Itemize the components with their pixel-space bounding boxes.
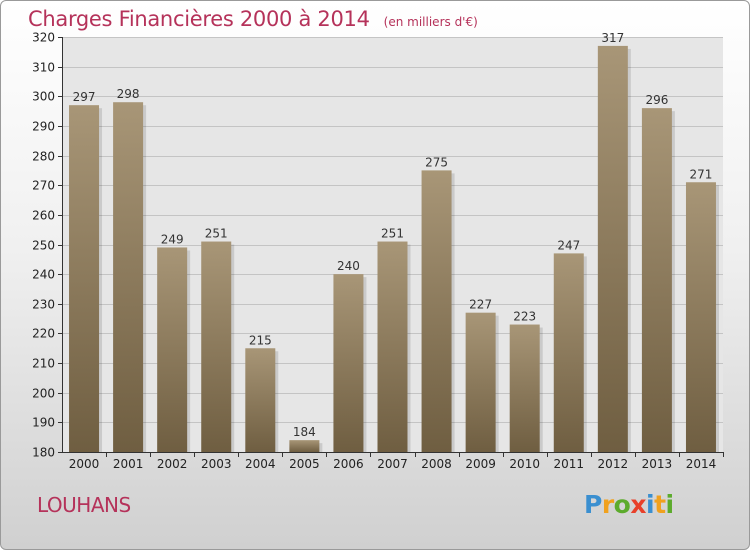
data-label: 317 (601, 31, 624, 45)
data-label: 298 (117, 87, 140, 101)
x-tick-label: 2010 (509, 457, 540, 471)
x-tick-label: 2012 (598, 457, 629, 471)
axes: 180 190 200 210 220 230 240 250 260 270 280 290 300 3… (32, 31, 724, 471)
data-label: 223 (513, 310, 536, 324)
data-label: 215 (249, 333, 272, 347)
bar (597, 45, 628, 453)
logo-letter: o (613, 490, 631, 519)
bar (113, 102, 144, 452)
x-tick-label: 2006 (333, 457, 364, 471)
x-tick-label: 2008 (421, 457, 452, 471)
y-tick-label: 320 (32, 31, 55, 45)
data-label: 240 (337, 259, 360, 273)
y-tick-label: 190 (32, 416, 55, 430)
title-text: Charges Financières 2000 à 2014 (28, 7, 370, 31)
data-label: 251 (205, 227, 228, 241)
x-tick-label: 2005 (289, 457, 320, 471)
y-tick-label: 290 (32, 120, 55, 134)
bar (157, 247, 188, 452)
logo-letter: x (630, 490, 646, 519)
y-tick-label: 200 (32, 387, 55, 401)
bar (685, 182, 716, 452)
bar (333, 274, 364, 452)
bar (421, 170, 452, 452)
data-label: 247 (557, 238, 580, 252)
bar (641, 108, 672, 453)
bar (509, 324, 540, 452)
bar (553, 253, 584, 452)
y-tick-label: 260 (32, 209, 55, 223)
bar (289, 440, 320, 452)
logo-letter: i (665, 490, 675, 519)
y-tick-label: 310 (32, 61, 55, 75)
chart-title: Charges Financières 2000 à 2014 (en milli… (28, 7, 478, 31)
logo-letter: t (654, 490, 666, 519)
x-tick-label: 2001 (113, 457, 144, 471)
data-label: 297 (73, 90, 96, 104)
bar (377, 241, 408, 452)
x-tick-label: 2011 (553, 457, 584, 471)
x-tick-label: 2009 (465, 457, 496, 471)
x-tick-label: 2014 (686, 457, 717, 471)
bar (245, 348, 276, 452)
data-label: 251 (381, 227, 404, 241)
data-label: 296 (645, 93, 668, 107)
y-tick-label: 220 (32, 327, 55, 341)
logo-letter: i (646, 490, 655, 519)
y-tick-label: 210 (32, 357, 55, 371)
x-tick-label: 2007 (377, 457, 408, 471)
y-tick-label: 280 (32, 150, 55, 164)
y-tick-label: 180 (32, 446, 55, 460)
unit-label: (en milliers d'€) (383, 15, 478, 29)
labels: 297 298 249 251 215 184 240 251 275 227 223 247 317 2… (73, 31, 713, 439)
data-label: 249 (161, 232, 184, 246)
logo-letter: r (601, 490, 614, 519)
bars (69, 45, 719, 453)
x-tick-label: 2004 (245, 457, 276, 471)
bar (465, 312, 496, 452)
x-tick-label: 2013 (642, 457, 673, 471)
bar (69, 105, 100, 452)
y-tick-label: 270 (32, 179, 55, 193)
x-tick-label: 2002 (157, 457, 188, 471)
data-label: 271 (690, 167, 713, 181)
data-label: 184 (293, 425, 316, 439)
y-tick-label: 250 (32, 239, 55, 253)
data-label: 227 (469, 298, 492, 312)
data-label: 275 (425, 155, 448, 169)
y-tick-label: 240 (32, 268, 55, 282)
city-name: LOUHANS (37, 493, 131, 517)
x-tick-label: 2000 (69, 457, 100, 471)
logo-letter: P (584, 490, 602, 519)
x-tick-label: 2003 (201, 457, 232, 471)
proxiti-logo[interactable]: Proxiti (584, 490, 674, 519)
bar (201, 241, 232, 452)
y-tick-label: 300 (32, 90, 55, 104)
y-tick-label: 230 (32, 298, 55, 312)
